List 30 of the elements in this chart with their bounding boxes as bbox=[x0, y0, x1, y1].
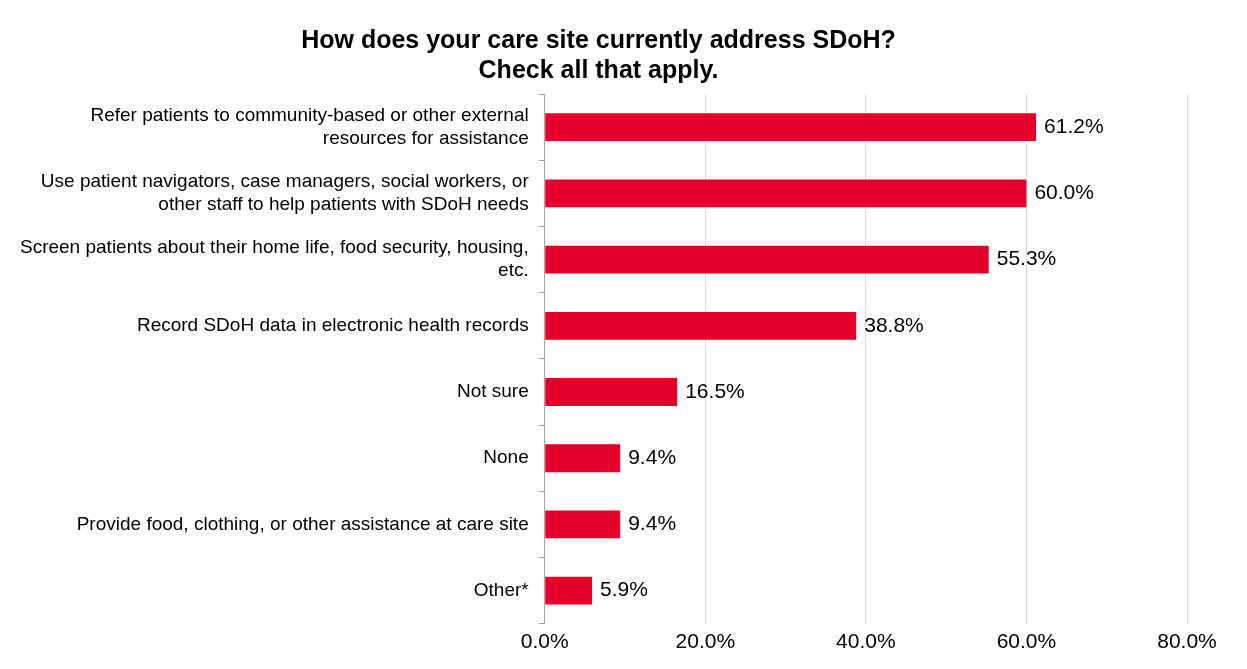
x-tick-label: 80.0% bbox=[1157, 629, 1217, 653]
data-label: 38.8% bbox=[864, 312, 924, 336]
x-tick-label: 20.0% bbox=[675, 629, 736, 653]
data-label: 9.4% bbox=[628, 445, 677, 469]
bar bbox=[545, 378, 678, 406]
data-label: 16.5% bbox=[685, 378, 745, 402]
data-label: 9.4% bbox=[628, 511, 677, 535]
y-tick-label: None bbox=[483, 446, 529, 468]
x-tick-label: 40.0% bbox=[836, 629, 896, 653]
y-tick-label: Use patient navigators, case managers, social workers, or other staff to help patients with SDoH needs bbox=[40, 170, 530, 214]
bar bbox=[545, 113, 1037, 142]
y-tick-label: Provide food, clothing, or other assistance at care site bbox=[76, 512, 529, 534]
data-label: 61.2% bbox=[1044, 113, 1104, 137]
bar bbox=[545, 311, 857, 340]
data-label: 5.9% bbox=[600, 577, 648, 601]
x-tick-label: 60.0% bbox=[996, 629, 1057, 653]
y-tick-label: Other* bbox=[473, 578, 530, 600]
data-label: 55.3% bbox=[996, 246, 1057, 270]
bar bbox=[545, 576, 593, 605]
y-tick-label: Not sure bbox=[456, 380, 529, 402]
bar bbox=[545, 444, 621, 473]
y-tick-label: Record SDoH data in electronic health records bbox=[136, 314, 529, 336]
bar bbox=[545, 179, 1027, 208]
x-tick-label: 0.0% bbox=[520, 629, 569, 653]
bar bbox=[545, 245, 989, 274]
bar bbox=[545, 510, 621, 539]
data-label: 60.0% bbox=[1034, 180, 1094, 204]
y-tick-label: Screen patients about their home life, food security, housing, etc. bbox=[19, 236, 529, 281]
y-tick-label: Refer patients to community-based or other external resources for assistance bbox=[90, 103, 529, 148]
chart-title: How does your care site currently address SDoH? Check all that apply. bbox=[301, 24, 896, 83]
